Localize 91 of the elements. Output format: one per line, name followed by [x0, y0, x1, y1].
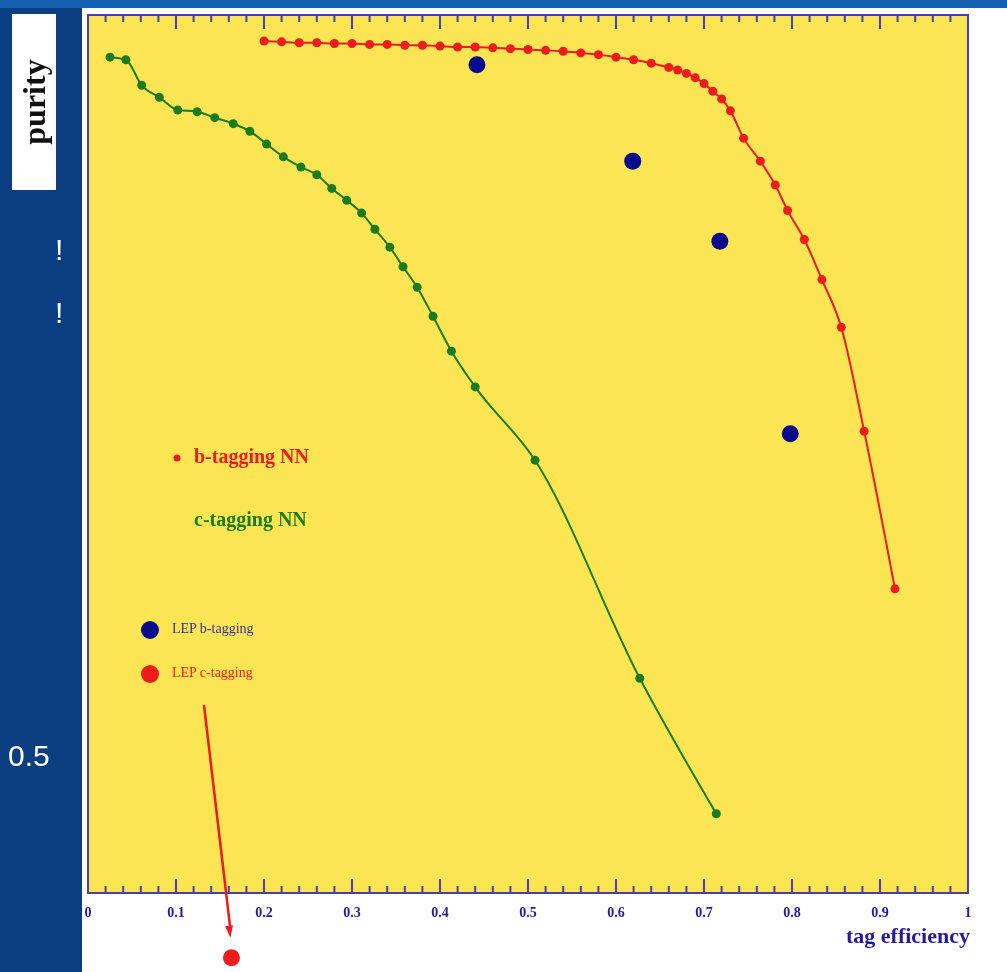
legend-label: LEP c-tagging — [172, 665, 253, 681]
point — [505, 44, 515, 54]
point — [365, 39, 375, 49]
point — [210, 113, 220, 123]
point — [228, 119, 238, 129]
point — [173, 105, 183, 115]
point — [296, 162, 306, 172]
point — [859, 426, 869, 436]
text: 0.5 — [8, 738, 50, 772]
point — [278, 152, 288, 162]
point — [635, 673, 645, 683]
point — [435, 41, 445, 51]
point — [690, 73, 700, 83]
point — [681, 68, 691, 78]
point — [446, 346, 456, 356]
point — [453, 42, 463, 52]
point — [329, 39, 339, 49]
point — [664, 62, 674, 72]
point — [121, 55, 131, 65]
legend-label: b-tagging NN — [194, 444, 310, 468]
x-tick-label: 0.1 — [167, 905, 185, 920]
point — [259, 36, 269, 46]
point — [541, 45, 551, 55]
point — [105, 52, 115, 62]
x-tick-label: 0.3 — [343, 905, 361, 920]
point — [890, 584, 900, 594]
legend-label: LEP b-tagging — [172, 621, 254, 637]
point — [245, 126, 255, 136]
point — [739, 133, 749, 143]
point — [629, 55, 639, 65]
point — [312, 38, 322, 48]
point — [417, 40, 427, 50]
point — [817, 275, 827, 285]
point — [382, 39, 392, 49]
point — [470, 42, 480, 52]
point — [646, 58, 656, 68]
point — [192, 107, 202, 117]
x-tick-label: 0.7 — [695, 905, 713, 920]
point — [412, 282, 422, 292]
point — [400, 40, 410, 50]
point — [294, 38, 304, 48]
x-tick-label: 0.8 — [783, 905, 801, 920]
point — [370, 224, 380, 234]
point — [781, 425, 799, 443]
x-tick-label: 0.6 — [607, 905, 625, 920]
x-tick-label: 0.9 — [871, 905, 889, 920]
point — [347, 39, 357, 49]
point — [708, 86, 718, 96]
x-tick-label: 0.2 — [255, 905, 273, 920]
point — [717, 94, 727, 104]
point — [611, 52, 621, 62]
point — [711, 232, 729, 250]
point — [783, 206, 793, 216]
point — [385, 242, 395, 252]
point — [770, 180, 780, 190]
point — [398, 262, 408, 272]
point — [488, 43, 498, 53]
point — [357, 208, 367, 218]
point — [576, 48, 586, 58]
point — [342, 195, 352, 205]
y-axis-title: purity — [16, 59, 52, 145]
point — [428, 311, 438, 321]
point — [277, 37, 287, 47]
point — [711, 809, 721, 819]
x-tick-label: 1 — [964, 905, 972, 920]
point — [593, 50, 603, 60]
x-axis-title: tag efficiency — [846, 923, 970, 948]
point — [327, 183, 337, 193]
point — [222, 949, 240, 967]
point — [624, 152, 642, 170]
point — [470, 382, 480, 392]
point — [154, 92, 164, 102]
text: ! — [55, 232, 64, 266]
point — [312, 170, 322, 180]
point — [468, 56, 486, 74]
point — [673, 65, 683, 75]
point — [530, 455, 540, 465]
point — [699, 79, 709, 89]
point — [137, 80, 147, 90]
x-tick-label: 0.4 — [431, 905, 449, 920]
point — [725, 106, 735, 116]
point — [755, 156, 765, 166]
x-tick-label: 0.5 — [519, 905, 537, 920]
point — [262, 139, 272, 149]
point — [836, 322, 846, 332]
point — [558, 46, 568, 56]
point — [523, 45, 533, 55]
text: c-tagging NN — [194, 507, 308, 531]
text: ! — [55, 295, 64, 329]
point — [799, 235, 809, 245]
x-tick-label: 0 — [84, 905, 92, 920]
